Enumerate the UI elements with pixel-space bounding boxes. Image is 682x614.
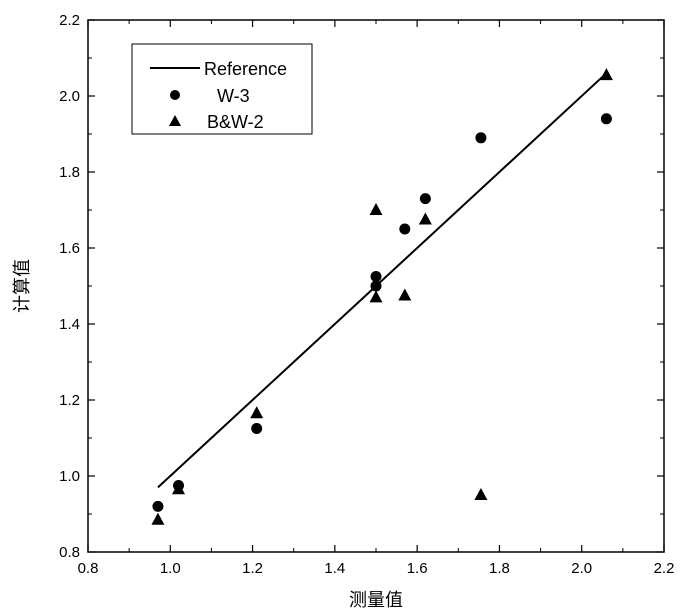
x-axis: 0.8 1.0 1.2 1.4 1.6 1.8 2.0 2.2	[78, 20, 675, 577]
x-tick-label: 2.0	[571, 560, 592, 577]
x-tick-label: 2.2	[654, 560, 675, 577]
x-tick-label: 1.2	[242, 560, 263, 577]
bw2-point	[172, 482, 186, 495]
legend-bw2-label: B&W-2	[207, 112, 264, 132]
x-tick-label: 1.8	[489, 560, 510, 577]
y-tick-label: 1.4	[59, 316, 80, 333]
x-tick-label: 1.4	[324, 560, 345, 577]
legend: Reference W-3 B&W-2	[131, 43, 313, 135]
y-tick-label: 1.6	[59, 240, 80, 257]
legend-bw2-swatch	[169, 115, 181, 126]
y-tick-label: 0.8	[59, 544, 80, 561]
w3-point	[152, 500, 164, 512]
legend-box	[131, 43, 313, 135]
bw2-point	[369, 290, 383, 303]
y-tick-label: 2.2	[59, 12, 80, 29]
w3-point	[370, 271, 382, 282]
bw2-point	[151, 512, 165, 525]
w3-point	[475, 132, 487, 144]
legend-w3-swatch	[170, 90, 180, 100]
y-axis: 0.8 1.0 1.2 1.4 1.6 1.8 2.0 2.2	[59, 12, 664, 561]
y-axis-title: 计算值	[12, 259, 33, 313]
w3-point	[251, 423, 263, 434]
x-tick-label: 0.8	[78, 560, 99, 577]
w3-point	[600, 113, 612, 125]
reference-line	[157, 72, 608, 489]
bw2-point	[599, 68, 613, 81]
legend-w3-label: W-3	[217, 86, 250, 106]
w3-point	[399, 223, 411, 235]
bw2-point	[474, 488, 488, 500]
w3-point	[370, 280, 382, 292]
x-tick-label: 1.0	[160, 560, 181, 577]
w3-point	[419, 193, 431, 205]
bw2-point	[250, 406, 264, 419]
y-tick-label: 1.8	[59, 164, 80, 181]
x-tick-label: 1.6	[407, 560, 428, 577]
y-tick-label: 2.0	[59, 88, 80, 105]
x-axis-title: 测量值	[349, 590, 403, 611]
bw2-point	[418, 212, 432, 225]
bw2-point	[398, 288, 412, 301]
plot-series	[151, 68, 613, 525]
bw2-point	[369, 203, 383, 215]
legend-reference-label: Reference	[204, 59, 287, 79]
y-tick-label: 1.0	[59, 468, 80, 485]
y-tick-label: 1.2	[59, 392, 80, 409]
